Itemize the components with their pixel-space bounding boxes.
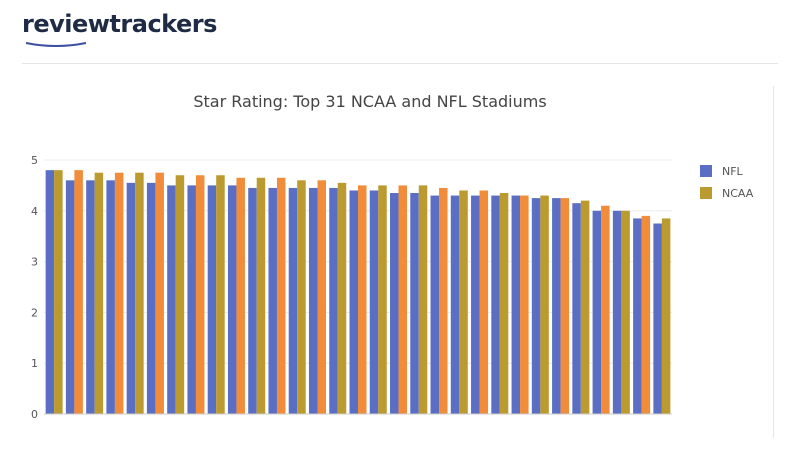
- ncaa-bar: [398, 185, 408, 414]
- ncaa-bar: [135, 172, 144, 414]
- nfl-bar: [288, 187, 298, 414]
- nfl-bar: [268, 187, 277, 414]
- chart-title: Star Rating: Top 31 NCAA and NFL Stadium…: [193, 92, 547, 111]
- nfl-bar: [430, 195, 440, 414]
- ncaa-bar: [155, 172, 164, 414]
- ncaa-bar: [439, 187, 448, 414]
- ncaa-bar: [236, 177, 245, 414]
- panel-divider: [773, 86, 774, 438]
- ncaa-bar: [641, 215, 651, 414]
- ncaa-bar: [337, 182, 347, 414]
- legend-label: NFL: [722, 165, 744, 178]
- ncaa-bar: [216, 175, 225, 414]
- nfl-bar: [126, 182, 136, 414]
- brand-logo: reviewtrackers: [22, 10, 217, 38]
- legend-label: NCAA: [722, 187, 754, 200]
- nfl-bar: [45, 170, 55, 414]
- ncaa-bar: [175, 175, 185, 414]
- ncaa-bar: [479, 190, 489, 414]
- ncaa-bar: [358, 185, 367, 414]
- y-tick-label: 3: [31, 256, 38, 269]
- nfl-bar: [146, 182, 156, 414]
- nfl-bar: [329, 187, 338, 414]
- nfl-bar: [207, 185, 217, 414]
- nfl-bar: [592, 210, 602, 414]
- ncaa-bar: [520, 195, 529, 414]
- ncaa-bar: [74, 170, 83, 414]
- nfl-bar: [187, 185, 196, 414]
- nfl-bar: [612, 210, 622, 414]
- ncaa-bar: [276, 177, 286, 414]
- nfl-bar: [106, 180, 115, 414]
- ncaa-bar: [114, 172, 124, 414]
- nfl-bar: [450, 195, 460, 414]
- y-tick-label: 2: [31, 306, 38, 319]
- ncaa-bar: [601, 205, 610, 414]
- nfl-bar: [227, 185, 237, 414]
- nfl-bar: [572, 203, 581, 414]
- ncaa-bar: [94, 172, 104, 414]
- ncaa-bar: [459, 190, 468, 414]
- y-tick-label: 5: [31, 154, 38, 167]
- ncaa-bar: [256, 177, 266, 414]
- ncaa-bar: [54, 170, 63, 414]
- ncaa-bar: [195, 175, 205, 414]
- ncaa-bar: [580, 200, 590, 414]
- legend-swatch: [700, 187, 712, 199]
- nfl-bar: [167, 185, 176, 414]
- nfl-bar: [552, 198, 561, 414]
- ncaa-bar: [297, 180, 306, 414]
- ncaa-bar: [540, 195, 549, 414]
- ncaa-bar: [378, 185, 387, 414]
- ncaa-bar: [317, 180, 326, 414]
- nfl-bar: [369, 190, 379, 414]
- nfl-bar: [390, 193, 399, 414]
- ncaa-bar: [621, 210, 630, 414]
- y-tick-label: 1: [31, 357, 38, 370]
- ncaa-bar: [661, 218, 671, 414]
- nfl-bar: [65, 180, 75, 414]
- nfl-bar: [653, 223, 662, 414]
- ncaa-bar: [560, 198, 570, 414]
- nfl-bar: [531, 198, 541, 414]
- header-divider: [22, 63, 778, 64]
- nfl-bar: [491, 195, 500, 414]
- y-tick-label: 4: [31, 205, 38, 218]
- nfl-bar: [511, 195, 521, 414]
- legend-swatch: [700, 165, 712, 177]
- nfl-bar: [410, 193, 419, 414]
- brand-underline-mark: [25, 42, 87, 47]
- nfl-bar: [633, 218, 642, 414]
- nfl-bar: [248, 187, 257, 414]
- y-tick-label: 0: [31, 408, 38, 421]
- nfl-bar: [349, 190, 358, 414]
- nfl-bar: [86, 180, 95, 414]
- nfl-bar: [471, 195, 480, 414]
- ncaa-bar: [418, 185, 428, 414]
- ncaa-bar: [499, 193, 509, 414]
- nfl-bar: [308, 187, 318, 414]
